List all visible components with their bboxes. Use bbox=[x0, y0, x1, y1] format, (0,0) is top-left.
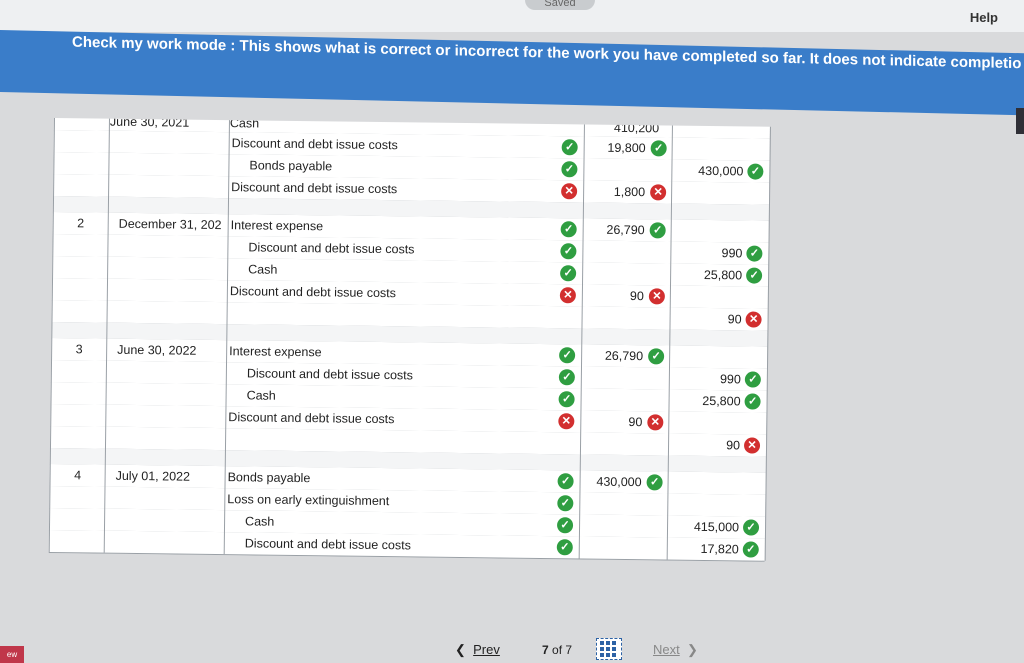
check-icon: ✓ bbox=[649, 222, 666, 239]
x-icon: ✕ bbox=[743, 437, 761, 454]
credit-amount[interactable]: 25,800 bbox=[703, 267, 743, 283]
x-icon: ✕ bbox=[647, 414, 664, 431]
account-name[interactable]: Cash bbox=[246, 388, 276, 403]
current-page: 7 bbox=[542, 643, 549, 657]
credit-amount[interactable]: 415,000 bbox=[693, 519, 740, 535]
prev-label: Prev bbox=[473, 642, 500, 657]
check-icon: ✓ bbox=[560, 221, 577, 238]
journal-entry-worksheet: June 30, 2021 Cash 410,200 Discount and … bbox=[0, 96, 1024, 616]
check-icon: ✓ bbox=[746, 267, 763, 284]
account-name[interactable]: Bonds payable bbox=[249, 158, 333, 174]
prev-button[interactable]: ❮ Prev bbox=[455, 642, 500, 658]
grid-dot bbox=[612, 641, 616, 645]
debit-amount: 410,200 bbox=[613, 120, 660, 136]
check-icon: ✓ bbox=[744, 393, 761, 410]
grid-dot bbox=[600, 653, 604, 657]
next-button[interactable]: Next ❯ bbox=[653, 642, 698, 658]
check-icon: ✓ bbox=[557, 495, 574, 512]
side-tab[interactable] bbox=[1016, 108, 1024, 134]
saved-indicator: Saved bbox=[525, 0, 595, 10]
banner-text: Check my work mode : This shows what is … bbox=[72, 33, 1022, 73]
check-icon: ✓ bbox=[648, 348, 665, 365]
check-icon: ✓ bbox=[558, 369, 575, 386]
check-icon: ✓ bbox=[560, 243, 577, 260]
account-name[interactable]: Discount and debt issue costs bbox=[248, 240, 415, 257]
check-icon: ✓ bbox=[742, 519, 760, 536]
check-icon: ✓ bbox=[747, 163, 764, 180]
account-name[interactable]: Cash bbox=[245, 514, 275, 529]
debit-amount[interactable]: 90 bbox=[629, 289, 644, 304]
account-name: Cash bbox=[229, 118, 260, 131]
check-icon: ✓ bbox=[746, 245, 763, 262]
grid-dot bbox=[612, 647, 616, 651]
account-name[interactable]: Discount and debt issue costs bbox=[228, 410, 395, 427]
x-icon: ✕ bbox=[559, 287, 576, 304]
debit-amount[interactable]: 19,800 bbox=[607, 140, 646, 156]
debit-amount[interactable]: 26,790 bbox=[604, 348, 644, 364]
x-icon: ✕ bbox=[745, 311, 762, 328]
chevron-left-icon: ❮ bbox=[455, 642, 466, 657]
check-icon: ✓ bbox=[742, 541, 759, 558]
page-indicator: 7 of 7 bbox=[542, 643, 572, 657]
grid-dot bbox=[606, 641, 610, 645]
next-label: Next bbox=[653, 642, 680, 657]
check-icon: ✓ bbox=[744, 371, 761, 388]
x-icon: ✕ bbox=[648, 288, 665, 305]
check-icon: ✓ bbox=[558, 391, 575, 408]
entry-date: July 01, 2022 bbox=[115, 468, 191, 484]
journal-table: June 30, 2021 Cash 410,200 Discount and … bbox=[48, 118, 771, 597]
account-name[interactable]: Discount and debt issue costs bbox=[231, 136, 398, 153]
check-icon: ✓ bbox=[646, 474, 663, 491]
check-icon: ✓ bbox=[561, 161, 578, 178]
account-name[interactable]: Cash bbox=[248, 262, 278, 277]
grid-view-icon[interactable] bbox=[596, 638, 622, 660]
check-icon: ✓ bbox=[557, 473, 574, 490]
credit-amount[interactable]: 90 bbox=[726, 438, 741, 453]
account-name[interactable]: Interest expense bbox=[230, 218, 324, 234]
debit-amount[interactable]: 90 bbox=[628, 415, 643, 430]
check-icon: ✓ bbox=[561, 139, 578, 156]
entry-number: 4 bbox=[74, 468, 82, 483]
entry-number: 3 bbox=[75, 342, 83, 357]
check-icon: ✓ bbox=[560, 265, 577, 282]
credit-amount[interactable]: 90 bbox=[727, 312, 742, 327]
corner-badge: ew bbox=[0, 646, 24, 663]
entry-date: June 30, 2022 bbox=[117, 342, 197, 358]
credit-amount[interactable]: 17,820 bbox=[700, 541, 739, 557]
entry-date: December 31, 202 bbox=[118, 216, 222, 233]
credit-amount[interactable]: 25,800 bbox=[702, 393, 741, 409]
grid-dot bbox=[606, 647, 610, 651]
help-link[interactable]: Help bbox=[969, 10, 998, 25]
page-of: of bbox=[552, 643, 563, 657]
credit-amount[interactable]: 990 bbox=[721, 246, 743, 261]
account-name[interactable]: Interest expense bbox=[229, 344, 322, 360]
total-pages: 7 bbox=[565, 643, 573, 657]
account-name[interactable]: Discount and debt issue costs bbox=[229, 284, 397, 301]
check-icon: ✓ bbox=[650, 140, 667, 157]
x-icon: ✕ bbox=[561, 183, 578, 200]
check-icon: ✓ bbox=[556, 539, 573, 556]
credit-amount[interactable]: 990 bbox=[719, 372, 741, 387]
x-icon: ✕ bbox=[558, 413, 575, 430]
account-name[interactable]: Discount and debt issue costs bbox=[231, 180, 398, 197]
chevron-right-icon: ❯ bbox=[686, 642, 698, 657]
debit-amount[interactable]: 26,790 bbox=[606, 222, 645, 238]
account-name[interactable]: Discount and debt issue costs bbox=[244, 536, 411, 553]
debit-amount[interactable]: 1,800 bbox=[613, 184, 646, 200]
entry-number: 2 bbox=[77, 216, 85, 231]
debit-amount[interactable]: 430,000 bbox=[596, 474, 642, 490]
grid-dot bbox=[606, 653, 610, 657]
credit-amount[interactable]: 430,000 bbox=[698, 163, 744, 179]
entry-date: June 30, 2021 bbox=[109, 118, 190, 130]
account-name[interactable]: Bonds payable bbox=[227, 470, 311, 486]
check-icon: ✓ bbox=[556, 517, 574, 534]
check-icon: ✓ bbox=[559, 347, 576, 364]
grid-dot bbox=[600, 641, 604, 645]
top-bar: Saved Help bbox=[0, 0, 1024, 32]
x-icon: ✕ bbox=[650, 184, 667, 201]
grid-dot bbox=[600, 647, 604, 651]
account-name[interactable]: Discount and debt issue costs bbox=[246, 366, 414, 383]
grid-dot bbox=[612, 653, 616, 657]
account-name[interactable]: Loss on early extinguishment bbox=[227, 492, 390, 509]
